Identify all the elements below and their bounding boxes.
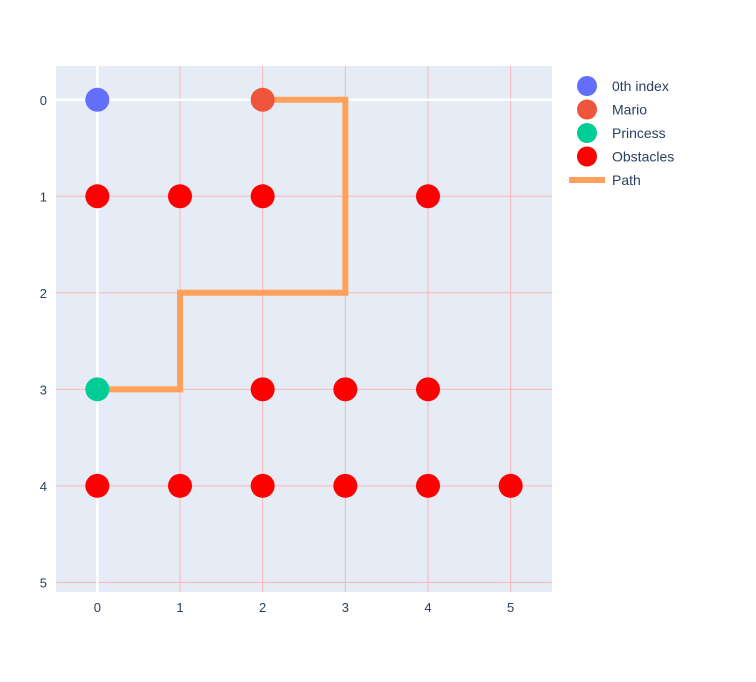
data-point bbox=[416, 473, 440, 498]
x-tick-label: 5 bbox=[507, 600, 514, 615]
data-point bbox=[85, 377, 110, 402]
legend-item[interactable]: Mario bbox=[577, 99, 647, 120]
data-point bbox=[85, 87, 110, 112]
legend-item[interactable]: Obstacles bbox=[577, 146, 674, 167]
marker-series bbox=[85, 87, 523, 498]
line-series bbox=[97, 96, 349, 393]
data-point bbox=[250, 87, 275, 112]
legend-marker-swatch bbox=[577, 146, 597, 167]
x-tick-label: 0 bbox=[94, 600, 101, 615]
data-point bbox=[416, 377, 440, 402]
y-tick-label: 4 bbox=[40, 479, 47, 494]
x-tick-label: 1 bbox=[176, 600, 183, 615]
data-point bbox=[333, 377, 358, 402]
x-axis-ticks: 0 1 2 3 4 5 bbox=[94, 600, 515, 615]
data-point bbox=[250, 473, 275, 498]
data-point bbox=[168, 473, 192, 498]
data-point bbox=[333, 473, 358, 498]
data-point bbox=[498, 473, 523, 498]
data-point bbox=[416, 184, 440, 209]
y-axis-ticks: 0 1 2 3 4 5 bbox=[40, 93, 47, 591]
path-line bbox=[97, 96, 349, 393]
data-point bbox=[250, 377, 275, 402]
legend-label: Mario bbox=[612, 102, 647, 118]
legend-label: Princess bbox=[612, 125, 666, 141]
legend-marker-swatch bbox=[577, 76, 597, 96]
x-tick-label: 2 bbox=[259, 600, 266, 615]
y-tick-label: 3 bbox=[40, 382, 47, 397]
legend-label: Path bbox=[612, 172, 641, 188]
legend-marker-swatch bbox=[577, 123, 597, 143]
data-point bbox=[250, 184, 275, 209]
data-point bbox=[168, 184, 192, 209]
y-tick-label: 1 bbox=[40, 189, 47, 204]
y-tick-label: 0 bbox=[40, 93, 47, 108]
legend-item[interactable]: 0th index bbox=[577, 76, 669, 96]
x-tick-label: 3 bbox=[342, 600, 349, 615]
y-tick-label: 2 bbox=[40, 286, 47, 301]
legend-label: Obstacles bbox=[612, 149, 674, 165]
legend-item[interactable]: Princess bbox=[577, 123, 666, 143]
legend[interactable]: 0th index Mario Princess Obstacles Path bbox=[569, 76, 674, 188]
plot-background bbox=[56, 66, 552, 592]
data-point bbox=[85, 473, 110, 498]
x-tick-label: 4 bbox=[424, 600, 431, 615]
y-tick-label: 5 bbox=[40, 575, 47, 590]
legend-item[interactable]: Path bbox=[569, 172, 641, 188]
legend-label: 0th index bbox=[612, 78, 669, 94]
data-point bbox=[85, 184, 110, 209]
legend-marker-swatch bbox=[577, 99, 597, 120]
